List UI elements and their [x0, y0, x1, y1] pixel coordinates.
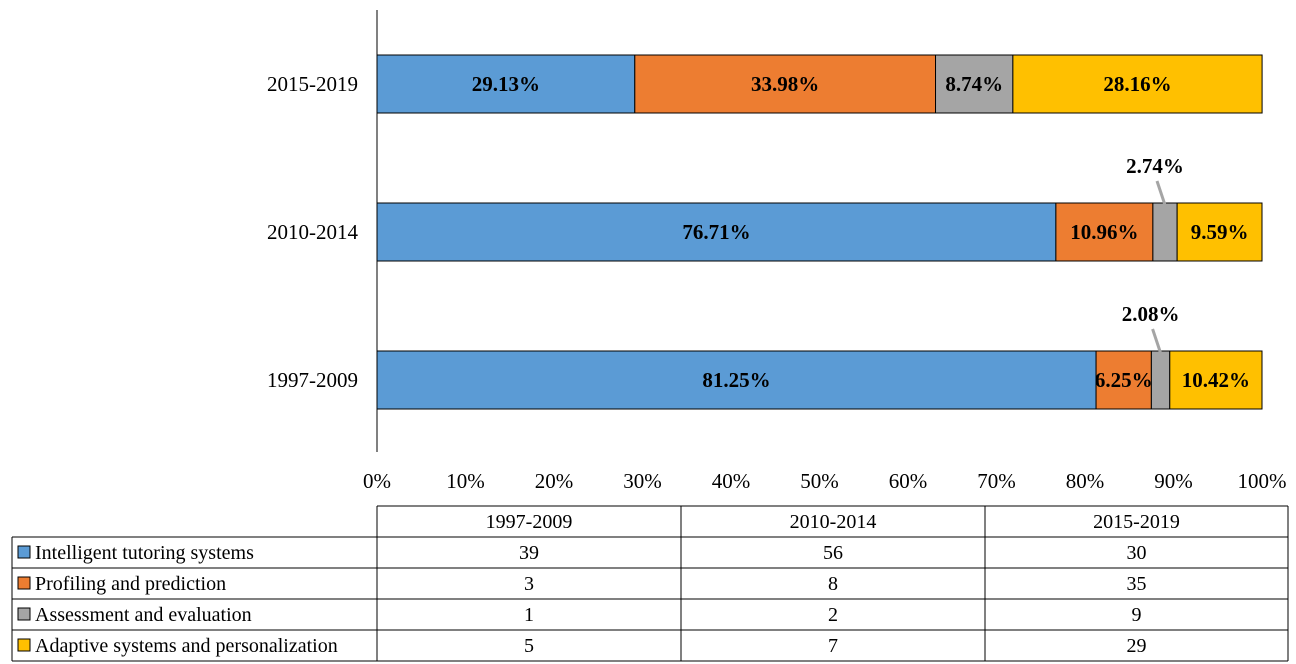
- x-tick-label-40pct: 40%: [712, 469, 751, 493]
- data-label-2015-2019-adaptive-systems-and-personalization: 28.16%: [1103, 72, 1171, 96]
- y-tick-label-1997-2009: 1997-2009: [267, 368, 358, 392]
- legend-swatch-profiling-and-prediction: [17, 576, 31, 590]
- data-label-2010-2014-adaptive-systems-and-personalization: 9.59%: [1191, 220, 1249, 244]
- legend-label-adaptive-systems-and-personalization: Adaptive systems and personalization: [35, 635, 338, 657]
- table-cell-profiling-and-prediction-1997-2009: 3: [524, 573, 534, 595]
- bar-2015-2019-profiling-and-prediction: [634, 54, 937, 114]
- legend-label-profiling-and-prediction: Profiling and prediction: [35, 573, 226, 595]
- table-cell-assessment-and-evaluation-2015-2019: 9: [1132, 604, 1142, 626]
- table-cell-profiling-and-prediction-2015-2019: 35: [1127, 573, 1147, 595]
- axis-layer: 2015-2019 2010-2014 1997-2009 0% 10% 20% 30% 40…: [267, 10, 1287, 493]
- x-tick-label-60pct: 60%: [889, 469, 928, 493]
- bar-2010-2014-adaptive-systems-and-personalization: [1176, 202, 1263, 262]
- table-cell-adaptive-systems-and-personalization-2010-2014: 7: [828, 635, 838, 657]
- data-label-2015-2019-assessment-and-evaluation: 8.74%: [945, 72, 1003, 96]
- x-tick-label-100pct: 100%: [1238, 469, 1287, 493]
- table-header-2015-2019: 2015-2019: [1093, 511, 1180, 533]
- data-label-1997-2009-assessment-and-evaluation: 2.08%: [1122, 302, 1180, 326]
- data-label-2010-2014-assessment-and-evaluation: 2.74%: [1126, 154, 1184, 178]
- bar-1997-2009-assessment-and-evaluation: [1150, 350, 1171, 410]
- legend-label-intelligent-tutoring-systems: Intelligent tutoring systems: [35, 542, 254, 564]
- bar-2010-2014-intelligent-tutoring-systems: [376, 202, 1057, 262]
- x-tick-label-20pct: 20%: [535, 469, 574, 493]
- table-cell-intelligent-tutoring-systems-2010-2014: 56: [823, 542, 843, 564]
- x-tick-label-70pct: 70%: [977, 469, 1016, 493]
- table-cell-adaptive-systems-and-personalization-1997-2009: 5: [524, 635, 534, 657]
- data-label-1997-2009-adaptive-systems-and-personalization: 10.42%: [1182, 368, 1250, 392]
- table-cell-intelligent-tutoring-systems-2015-2019: 30: [1127, 542, 1147, 564]
- table-cell-assessment-and-evaluation-1997-2009: 1: [524, 604, 534, 626]
- data-labels-layer: 29.13% 33.98% 8.74% 28.16% 76.71% 10.96% 2.74%…: [472, 72, 1250, 392]
- bar-2010-2014-profiling-and-prediction: [1055, 202, 1154, 262]
- table-header-1997-2009: 1997-2009: [486, 511, 573, 533]
- data-label-2010-2014-intelligent-tutoring-systems: 76.71%: [682, 220, 750, 244]
- table-cell-profiling-and-prediction-2010-2014: 8: [828, 573, 838, 595]
- y-tick-label-2010-2014: 2010-2014: [267, 220, 358, 244]
- bar-1997-2009-profiling-and-prediction: [1095, 350, 1152, 410]
- bar-2010-2014-assessment-and-evaluation: [1152, 202, 1178, 262]
- bar-2015-2019-adaptive-systems-and-personalization: [1012, 54, 1263, 114]
- legend-swatch-adaptive-systems-and-personalization: [17, 638, 31, 652]
- x-tick-label-30pct: 30%: [623, 469, 662, 493]
- legend-label-assessment-and-evaluation: Assessment and evaluation: [35, 604, 252, 626]
- x-tick-label-50pct: 50%: [800, 469, 839, 493]
- legend-swatch-intelligent-tutoring-systems: [17, 545, 31, 559]
- table-header-2010-2014: 2010-2014: [790, 511, 877, 533]
- bar-2015-2019-intelligent-tutoring-systems: [376, 54, 636, 114]
- data-label-1997-2009-intelligent-tutoring-systems: 81.25%: [702, 368, 770, 392]
- x-tick-label-0pct: 0%: [363, 469, 391, 493]
- y-tick-label-2015-2019: 2015-2019: [267, 72, 358, 96]
- data-label-2010-2014-profiling-and-prediction: 10.96%: [1070, 220, 1138, 244]
- data-label-2015-2019-intelligent-tutoring-systems: 29.13%: [472, 72, 540, 96]
- table-cell-adaptive-systems-and-personalization-2015-2019: 29: [1127, 635, 1147, 657]
- x-tick-label-90pct: 90%: [1154, 469, 1193, 493]
- data-label-1997-2009-profiling-and-prediction: 6.25%: [1095, 368, 1153, 392]
- bar-2015-2019-assessment-and-evaluation: [935, 54, 1014, 114]
- table-cell-intelligent-tutoring-systems-1997-2009: 39: [519, 542, 539, 564]
- leader-line-2010-2014-assessment-and-evaluation: [1155, 180, 1167, 206]
- data-table: 1997-2009 2010-2014 2015-2019 Intelligent t…: [11, 505, 1289, 662]
- leader-line-1997-2009-assessment-and-evaluation: [1151, 328, 1163, 354]
- data-label-2015-2019-profiling-and-prediction: 33.98%: [751, 72, 819, 96]
- legend-swatch-assessment-and-evaluation: [17, 607, 31, 621]
- bars-layer: [376, 54, 1263, 410]
- bar-1997-2009-adaptive-systems-and-personalization: [1169, 350, 1263, 410]
- x-tick-label-80pct: 80%: [1066, 469, 1105, 493]
- table-cell-assessment-and-evaluation-2010-2014: 2: [828, 604, 838, 626]
- x-tick-label-10pct: 10%: [446, 469, 485, 493]
